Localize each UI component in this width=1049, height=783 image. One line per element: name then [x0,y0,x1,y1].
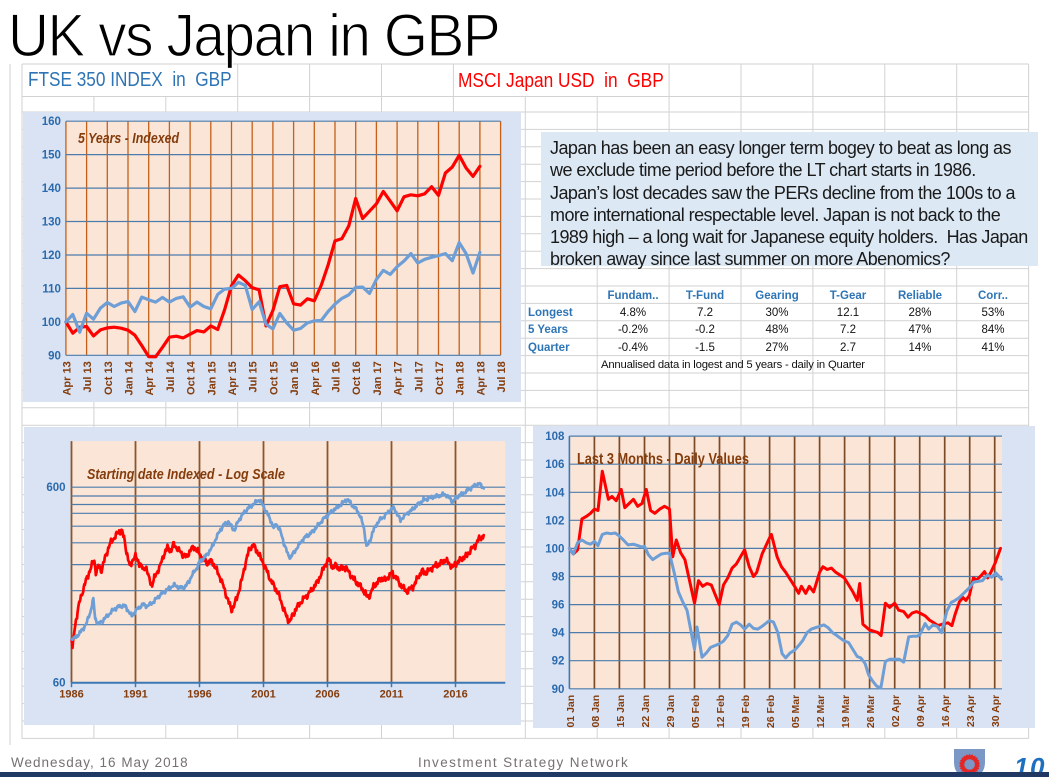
svg-text:1986: 1986 [59,689,83,701]
svg-text:5 Years - Indexed: 5 Years - Indexed [78,131,180,147]
svg-text:26 Feb: 26 Feb [765,695,777,728]
svg-text:12 Feb: 12 Feb [715,695,727,728]
svg-text:Oct 13: Oct 13 [103,361,115,395]
svg-text:Jan 16: Jan 16 [289,361,301,395]
svg-text:05 Feb: 05 Feb [690,695,702,728]
svg-text:Jul 17: Jul 17 [413,361,425,392]
svg-text:2016: 2016 [443,689,467,701]
svg-text:Apr 18: Apr 18 [475,361,487,395]
svg-text:Jul 14: Jul 14 [165,360,177,392]
svg-text:09 Apr: 09 Apr [915,695,927,727]
svg-text:23 Apr: 23 Apr [965,695,977,727]
svg-text:106: 106 [545,459,564,471]
svg-text:Starting date Indexed - Log Sc: Starting date Indexed - Log Scale [87,466,285,483]
svg-text:19 Mar: 19 Mar [840,695,852,728]
svg-text:92: 92 [552,656,565,668]
svg-text:2001: 2001 [251,689,275,701]
svg-text:102: 102 [545,515,564,527]
svg-text:Jan 14: Jan 14 [124,360,136,395]
svg-text:90: 90 [552,684,565,696]
svg-text:Apr 13: Apr 13 [61,361,73,395]
svg-text:15 Jan: 15 Jan [615,695,627,728]
svg-text:Apr 15: Apr 15 [227,361,239,395]
svg-text:100: 100 [42,317,61,329]
svg-text:98: 98 [552,572,565,584]
svg-text:19 Feb: 19 Feb [740,695,752,728]
svg-text:16 Apr: 16 Apr [940,695,952,727]
svg-text:120: 120 [42,250,61,262]
svg-text:05 Mar: 05 Mar [790,695,802,728]
svg-text:108: 108 [545,431,565,443]
svg-text:29 Jan: 29 Jan [665,695,677,728]
svg-text:130: 130 [42,217,61,229]
svg-text:Last 3 Months - Daily Values: Last 3 Months - Daily Values [577,451,749,468]
svg-text:30 Apr: 30 Apr [990,695,1002,727]
svg-text:26 Mar: 26 Mar [865,695,877,728]
svg-text:1996: 1996 [187,689,211,701]
svg-text:160: 160 [42,116,61,128]
svg-text:Jul 13: Jul 13 [82,361,94,392]
svg-text:110: 110 [42,283,61,295]
svg-text:Oct 16: Oct 16 [351,361,363,395]
svg-text:1991: 1991 [123,689,147,701]
svg-text:Jul 15: Jul 15 [248,361,260,392]
svg-text:Jul 18: Jul 18 [496,361,508,392]
svg-text:02 Apr: 02 Apr [890,695,902,727]
svg-text:104: 104 [545,487,565,499]
svg-text:Jan 18: Jan 18 [455,361,467,395]
svg-text:90: 90 [48,350,61,362]
svg-text:Apr 14: Apr 14 [144,360,156,395]
svg-text:Oct 17: Oct 17 [434,361,446,395]
svg-text:Jul 16: Jul 16 [331,361,343,392]
svg-text:08 Jan: 08 Jan [590,695,602,728]
svg-text:140: 140 [42,183,61,195]
svg-text:600: 600 [46,482,65,494]
svg-text:2006: 2006 [315,689,339,701]
svg-text:Jan 15: Jan 15 [206,361,218,395]
svg-text:12 Mar: 12 Mar [815,695,827,728]
svg-text:96: 96 [552,600,565,612]
svg-text:94: 94 [552,628,565,640]
svg-text:2011: 2011 [380,689,404,701]
svg-text:01 Jan: 01 Jan [565,695,577,728]
svg-text:150: 150 [42,150,61,162]
svg-text:Apr 16: Apr 16 [310,361,322,395]
svg-text:22 Jan: 22 Jan [640,695,652,728]
svg-text:Oct 14: Oct 14 [186,360,198,395]
svg-text:100: 100 [545,543,564,555]
svg-text:Apr 17: Apr 17 [393,361,405,395]
svg-text:Oct 15: Oct 15 [268,361,280,395]
svg-text:60: 60 [53,678,66,690]
svg-text:Jan 17: Jan 17 [372,361,384,395]
